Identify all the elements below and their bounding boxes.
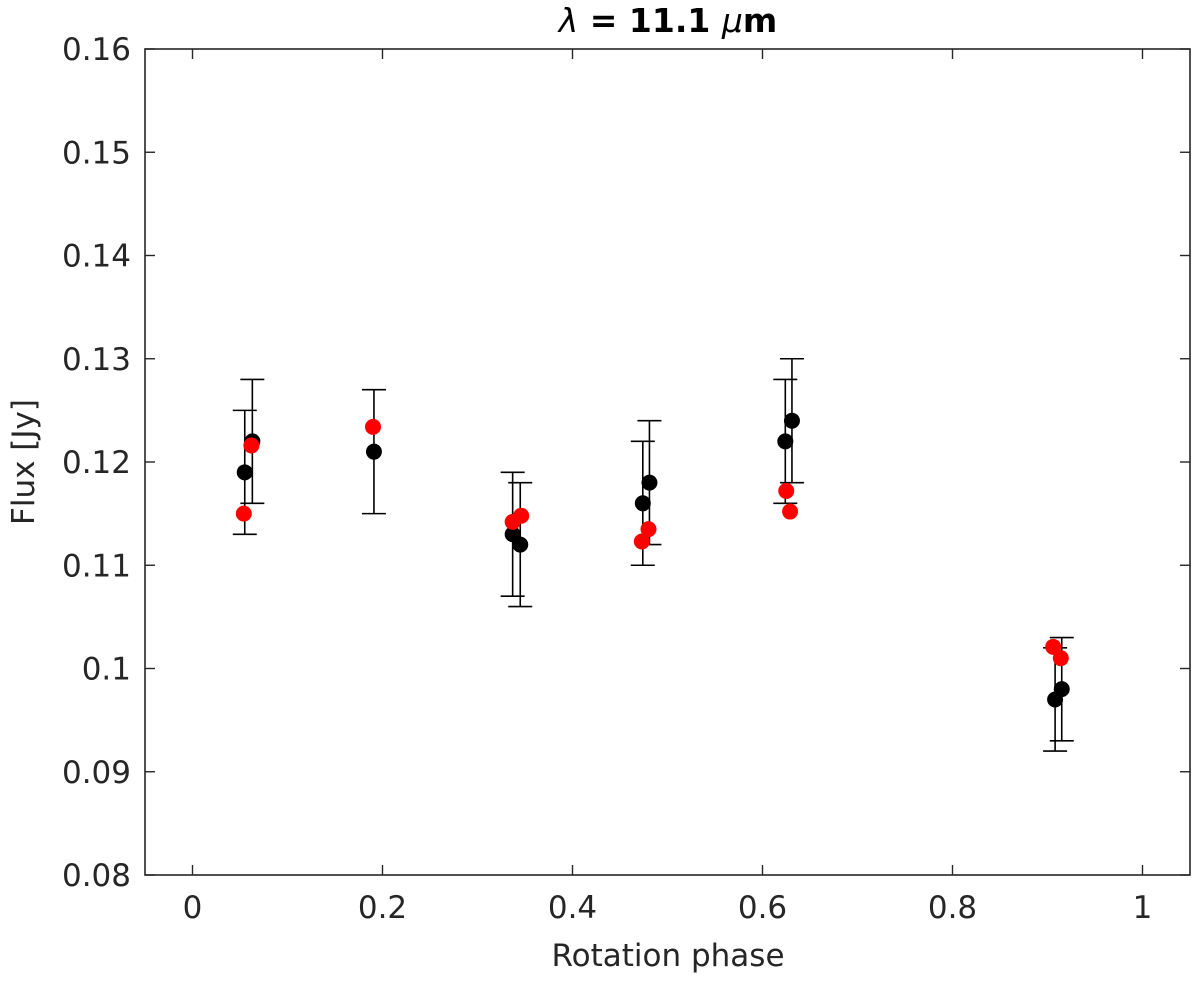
y-axis-label: Flux [Jy] xyxy=(6,399,42,525)
data-point xyxy=(243,437,260,454)
title-equals: = 11.1 xyxy=(578,1,722,40)
x-tick-label: 0.8 xyxy=(928,890,977,926)
y-tick-label: 0.12 xyxy=(62,445,131,481)
chart-title: λ = 11.1 μm xyxy=(557,1,777,40)
data-point xyxy=(633,533,650,550)
data-point xyxy=(1052,650,1069,667)
title-mu: μ xyxy=(721,1,743,40)
plot-area xyxy=(144,48,1191,876)
title-lambda: λ xyxy=(557,1,579,40)
data-point xyxy=(783,412,800,429)
data-point xyxy=(782,503,799,520)
x-tick-label: 0.4 xyxy=(548,890,597,926)
title-unit: m xyxy=(743,1,777,40)
data-point xyxy=(1053,681,1070,698)
y-tick-label: 0.16 xyxy=(62,32,131,68)
y-tick-label: 0.15 xyxy=(62,135,131,171)
data-point xyxy=(634,495,651,512)
data-point xyxy=(365,418,381,435)
y-tick-label: 0.09 xyxy=(62,755,131,791)
plot-frame xyxy=(144,48,1191,876)
y-tick-label: 0.13 xyxy=(62,342,131,378)
x-tick-label: 0.2 xyxy=(358,890,407,926)
data-point xyxy=(365,443,382,460)
x-axis: 0 0.2 0.4 0.6 0.8 1 xyxy=(183,49,1153,926)
data-point xyxy=(235,505,252,522)
data-point xyxy=(513,507,530,524)
data-point xyxy=(777,433,794,450)
x-tick-label: 1 xyxy=(1133,890,1153,926)
y-axis: 0.08 0.09 0.1 0.11 0.12 0.13 0.14 0.15 0.16 xyxy=(62,32,1190,894)
data-point xyxy=(1045,638,1062,655)
data-points xyxy=(235,412,1070,708)
data-point xyxy=(236,464,253,481)
y-tick-label: 0.14 xyxy=(62,239,131,275)
data-point xyxy=(512,536,529,553)
data-point xyxy=(778,482,795,499)
y-tick-label: 0.11 xyxy=(62,548,131,584)
x-tick-label: 0.6 xyxy=(738,890,787,926)
data-point xyxy=(641,474,658,491)
x-tick-label: 0 xyxy=(183,890,203,926)
data-point xyxy=(640,521,657,538)
y-tick-label: 0.08 xyxy=(62,858,131,894)
x-axis-label: Rotation phase xyxy=(551,938,784,974)
y-tick-label: 0.1 xyxy=(82,652,131,688)
